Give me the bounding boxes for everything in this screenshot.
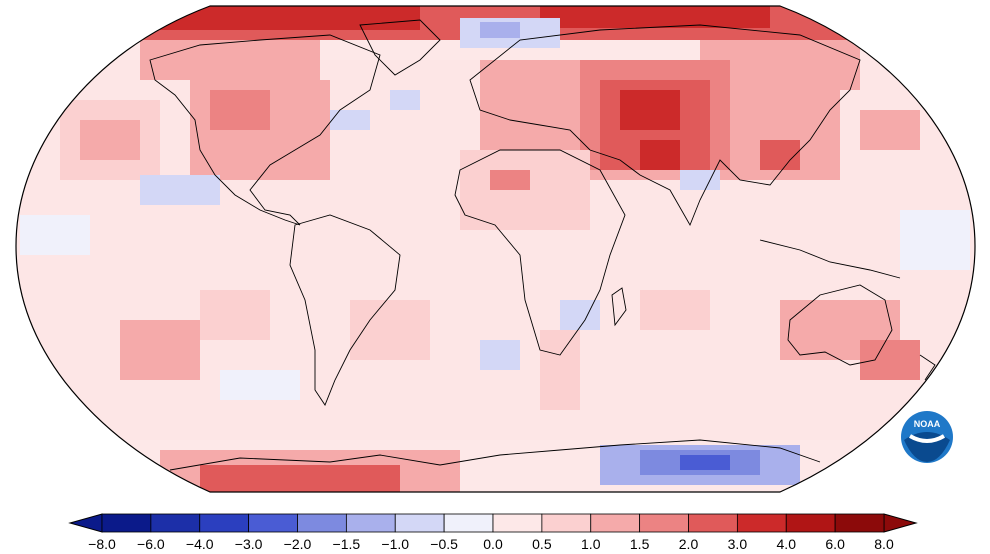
- colorbar-tick-label: −1.0: [381, 536, 410, 552]
- colorbar-segment: [443, 513, 494, 533]
- anomaly-region-eurasia-hot: [620, 90, 680, 130]
- anomaly-region: [860, 110, 920, 150]
- anomaly-region-cool: [900, 210, 970, 270]
- colorbar-segment: [199, 513, 250, 533]
- anomaly-region-cool: [220, 370, 300, 400]
- anomaly-region: [540, 330, 580, 410]
- anomaly-region-cool: [480, 22, 520, 38]
- anomaly-region-arctic-hot: [160, 6, 420, 30]
- antarctica-outline: [169, 439, 821, 471]
- colorbar-segment: [688, 513, 738, 533]
- colorbar-extend-low: [68, 513, 103, 533]
- colorbar-segment: [834, 513, 885, 533]
- colorbar-segment: [345, 513, 396, 533]
- greenland-outline: [359, 19, 441, 76]
- colorbar-tick-label: 6.0: [825, 536, 845, 552]
- colorbar-tick-label: 2.0: [678, 536, 699, 552]
- colorbar-tick-label: −4.0: [185, 536, 214, 552]
- eurasia-outline: [469, 24, 861, 227]
- africa-outline: [454, 149, 626, 356]
- colorbar-tick-label: 0.5: [532, 536, 552, 552]
- anomaly-region: [200, 290, 270, 340]
- anomaly-region-antarctica-cool: [680, 455, 730, 470]
- colorbar-tick-label: 1.0: [581, 536, 601, 552]
- colorbar-segment: [541, 513, 592, 533]
- anomaly-region: [120, 320, 200, 380]
- australia-outline: [787, 284, 893, 366]
- colorbar-segment: [297, 513, 347, 533]
- anomaly-region: [80, 120, 140, 160]
- colorbar-extend-high: [883, 513, 918, 533]
- colorbar: [68, 513, 918, 533]
- noaa-logo: NOAA: [901, 411, 953, 463]
- anomaly-region-antarctica-hot: [200, 465, 400, 492]
- anomaly-region: [640, 290, 710, 330]
- land-outlines: [149, 19, 936, 471]
- colorbar-tick-label: 1.5: [629, 536, 650, 552]
- anomaly-region-eurasia-hot: [640, 140, 680, 170]
- anomaly-region: [210, 90, 270, 130]
- anomaly-region: [350, 300, 430, 360]
- colorbar-segment: [590, 513, 641, 533]
- colorbar-segment: [639, 513, 689, 533]
- colorbar-tick-label: −2.0: [283, 536, 312, 552]
- colorbar-segment: [101, 513, 152, 533]
- anomaly-region-arctic-hot: [540, 6, 770, 28]
- colorbar-tick-label: 3.0: [727, 536, 748, 552]
- anomaly-region-cool: [330, 110, 370, 130]
- noaa-logo-gull: [908, 434, 946, 443]
- noaa-logo-text: NOAA: [914, 419, 941, 429]
- colorbar-tick-label: −0.5: [430, 536, 458, 552]
- colorbar-tick-label: −3.0: [234, 536, 263, 552]
- anomaly-region: [760, 140, 800, 170]
- anomaly-region-cool: [20, 215, 90, 255]
- colorbar-segment: [492, 513, 543, 533]
- anomaly-region: [140, 40, 320, 80]
- map-border: [15, 5, 976, 493]
- colorbar-tick-label: −8.0: [88, 536, 116, 552]
- anomaly-region-cool: [560, 300, 600, 330]
- indonesia-outline: [759, 239, 901, 279]
- anomaly-region-cool: [680, 170, 720, 190]
- north-america-outline: [149, 34, 381, 226]
- colorbar-segment: [394, 513, 445, 533]
- colorbar-segment: [248, 513, 298, 533]
- anomaly-region-cool: [390, 90, 420, 110]
- colorbar-tick-label: 8.0: [874, 536, 894, 552]
- colorbar-segment: [785, 513, 836, 533]
- anomaly-region: [490, 170, 530, 190]
- colorbar-tick-label: 0.0: [483, 536, 503, 552]
- colorbar-tick-label: 4.0: [776, 536, 796, 552]
- anomaly-region: [860, 340, 920, 380]
- colorbar-tick-label: −6.0: [137, 536, 165, 552]
- anomaly-region-cool: [140, 175, 220, 205]
- south-america-outline: [289, 214, 401, 406]
- colorbar-segment: [736, 513, 787, 533]
- new-zealand-outline: [919, 354, 936, 381]
- colorbar-segment: [150, 513, 201, 533]
- colorbar-tick-label: −1.5: [332, 536, 361, 552]
- anomaly-region-cool: [480, 340, 520, 370]
- madagascar-outline: [611, 287, 627, 327]
